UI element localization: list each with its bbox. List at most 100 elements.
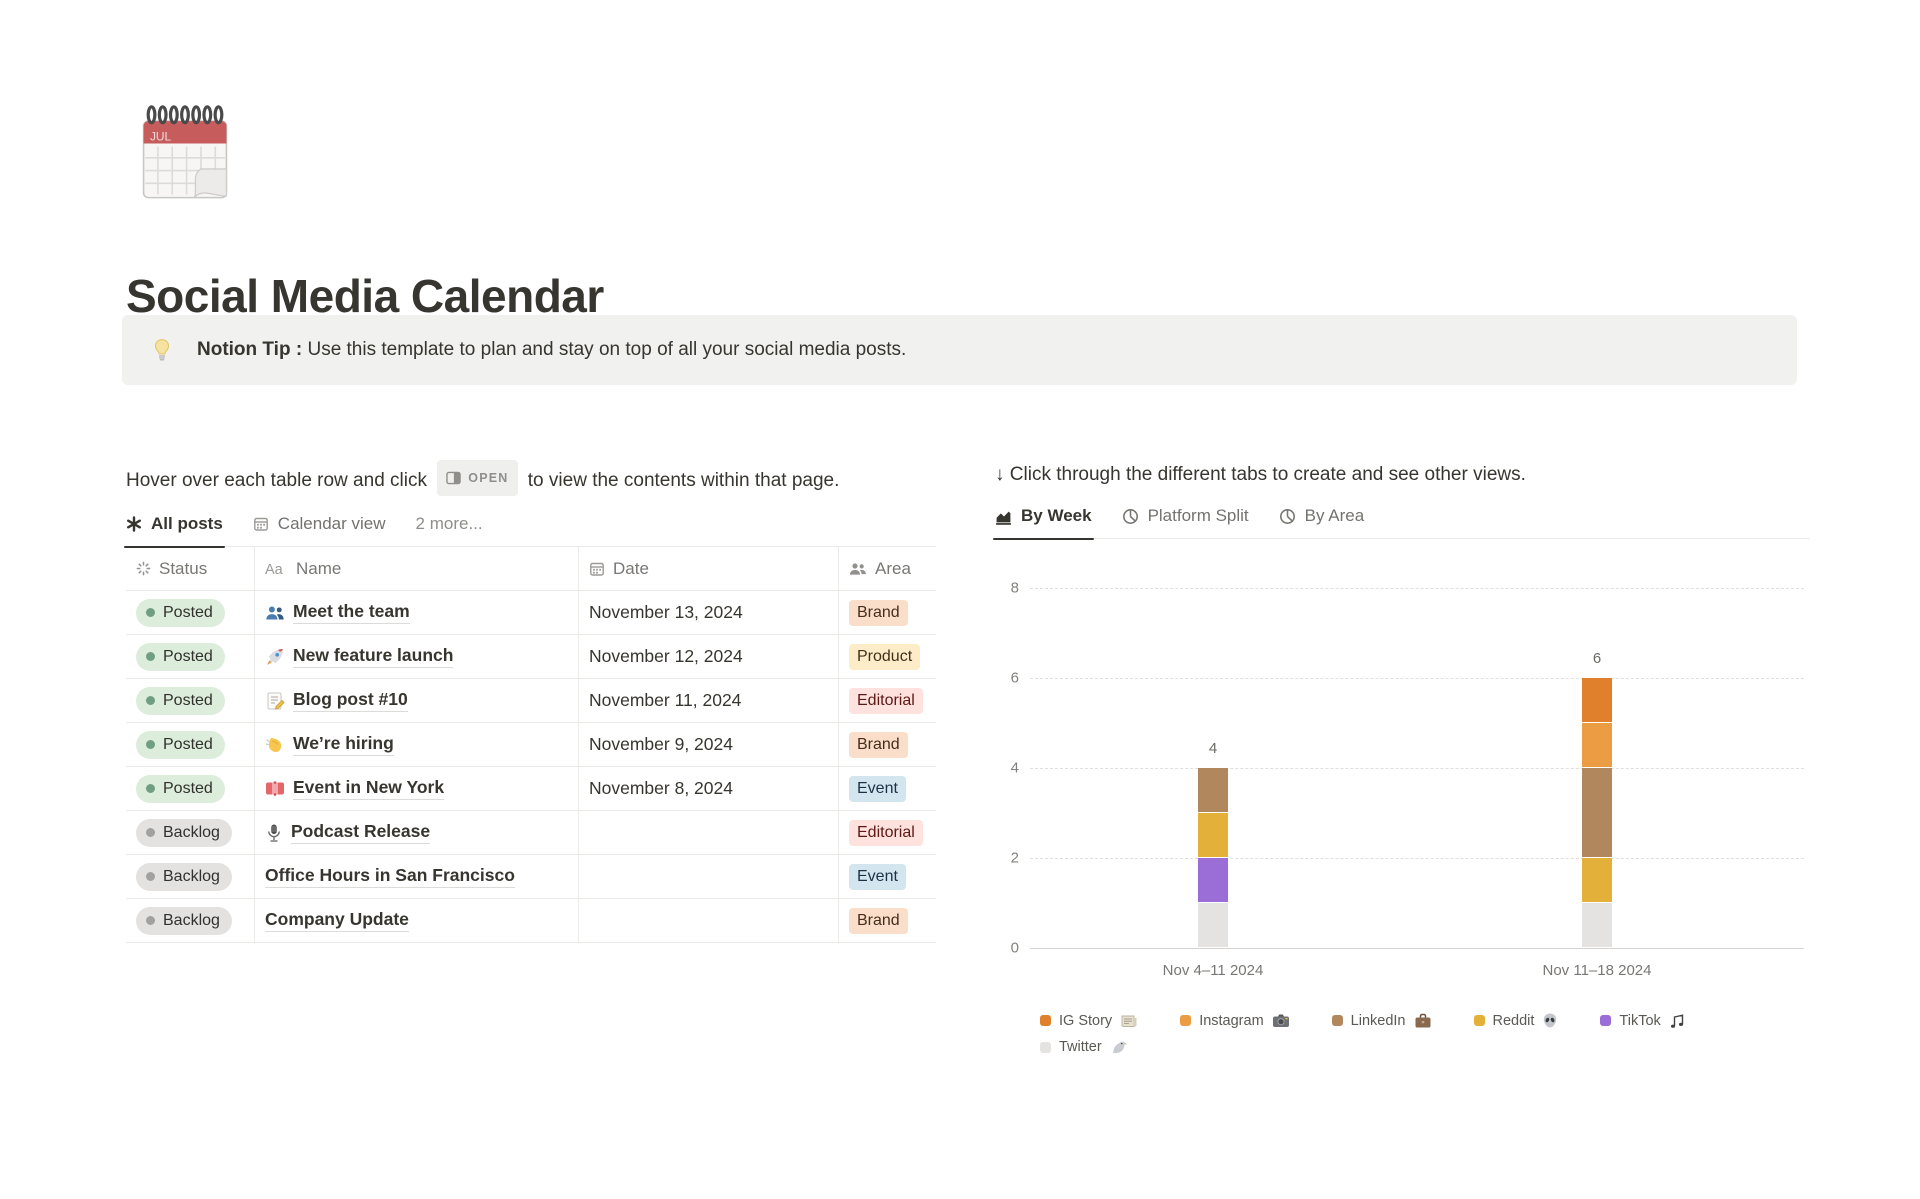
tab-all-posts[interactable]: All posts <box>124 514 225 548</box>
name-cell[interactable]: New feature launch <box>254 635 578 678</box>
area-cell[interactable]: Event <box>838 855 936 898</box>
legend-swatch <box>1473 1015 1485 1026</box>
tab-by-area[interactable]: By Area <box>1279 506 1364 526</box>
area-cell[interactable]: Editorial <box>838 679 936 722</box>
name-cell[interactable]: Podcast Release <box>254 811 578 854</box>
x-axis-label: Nov 11–18 2024 <box>1542 962 1652 979</box>
legend-item-ig-story[interactable]: IG Story <box>1040 1012 1138 1029</box>
status-cell[interactable]: Posted <box>126 723 254 766</box>
page-link[interactable]: New feature launch <box>293 645 454 668</box>
date-cell[interactable]: November 11, 2024 <box>578 679 838 722</box>
page-link[interactable]: We’re hiring <box>293 733 394 756</box>
status-cell[interactable]: Posted <box>126 767 254 810</box>
area-cell[interactable]: Brand <box>838 899 936 942</box>
area-cell[interactable]: Brand <box>838 723 936 766</box>
name-cell[interactable]: Event in New York <box>254 767 578 810</box>
date-cell[interactable]: November 12, 2024 <box>578 635 838 678</box>
area-cell[interactable]: Event <box>838 767 936 810</box>
open-button[interactable]: OPEN <box>437 460 518 496</box>
tab-platform-split[interactable]: Platform Split <box>1122 506 1249 526</box>
chart-legend: IG Story Instagram LinkedIn Reddit TikTok Twi… <box>1040 1012 1770 1055</box>
tab-2-more[interactable]: 2 more... <box>416 514 483 534</box>
page-link[interactable]: Event in New York <box>293 777 445 800</box>
area-tag: Brand <box>849 907 908 934</box>
page-icon-calendar[interactable]: JUL <box>134 102 236 204</box>
table-row[interactable]: Posted Blog post #10 November 11, 2024 Edit… <box>126 679 936 723</box>
y-axis-tick: 0 <box>1010 939 1019 957</box>
page-link[interactable]: Company Update <box>265 909 409 932</box>
table-row[interactable]: Posted New feature launch November 12, 202… <box>126 635 936 679</box>
page-link[interactable]: Meet the team <box>293 601 410 624</box>
column-header-area[interactable]: Area <box>838 547 936 590</box>
status-label: Posted <box>163 735 213 753</box>
calendar-icon <box>589 561 605 577</box>
name-cell[interactable]: Blog post #10 <box>254 679 578 722</box>
table-row[interactable]: Backlog Podcast Release Editorial <box>126 811 936 855</box>
name-cell[interactable]: We’re hiring <box>254 723 578 766</box>
table-row[interactable]: Posted We’re hiring November 9, 2024 Brand <box>126 723 936 767</box>
status-cell[interactable]: Posted <box>126 635 254 678</box>
status-dot <box>146 784 155 793</box>
svg-text:Aa: Aa <box>265 562 284 577</box>
date-cell[interactable] <box>578 899 838 942</box>
bulb-icon <box>149 337 175 363</box>
date-cell[interactable] <box>578 811 838 854</box>
name-cell[interactable]: Office Hours in San Francisco <box>254 855 578 898</box>
area-tag: Editorial <box>849 819 923 846</box>
table-row[interactable]: Posted Meet the team November 13, 2024 Bran… <box>126 591 936 635</box>
date-cell[interactable]: November 8, 2024 <box>578 767 838 810</box>
column-label: Status <box>159 558 208 578</box>
bar-segment-linkedin <box>1582 768 1612 857</box>
area-tag: Brand <box>849 599 908 626</box>
x-axis-label: Nov 4–11 2024 <box>1162 962 1264 979</box>
area-cell[interactable]: Editorial <box>838 811 936 854</box>
status-label: Posted <box>163 779 213 797</box>
page-link[interactable]: Office Hours in San Francisco <box>265 865 515 888</box>
page-link[interactable]: Blog post #10 <box>293 689 408 712</box>
legend-item-reddit[interactable]: Reddit <box>1473 1012 1559 1029</box>
status-cell[interactable]: Backlog <box>126 855 254 898</box>
tab-calendar-view[interactable]: Calendar view <box>253 514 386 534</box>
name-cell[interactable]: Company Update <box>254 899 578 942</box>
table-row[interactable]: Backlog Company Update Brand <box>126 899 936 943</box>
column-header-name[interactable]: Aa Name <box>254 547 578 590</box>
area-tag: Product <box>849 643 921 670</box>
status-cell[interactable]: Backlog <box>126 899 254 942</box>
legend-item-linkedin[interactable]: LinkedIn <box>1331 1012 1432 1029</box>
status-cell[interactable]: Posted <box>126 679 254 722</box>
legend-item-twitter[interactable]: Twitter <box>1040 1039 1127 1055</box>
memo-icon <box>265 691 285 711</box>
status-badge: Posted <box>136 686 225 715</box>
tab-label: Platform Split <box>1147 506 1249 525</box>
area-cell[interactable]: Product <box>838 635 936 678</box>
legend-item-tiktok[interactable]: TikTok <box>1600 1012 1684 1029</box>
status-badge: Backlog <box>136 862 232 891</box>
name-cell[interactable]: Meet the team <box>254 591 578 634</box>
legend-label: Reddit <box>1492 1012 1535 1029</box>
status-dot <box>146 828 155 837</box>
status-dot <box>146 740 155 749</box>
column-header-date[interactable]: Date <box>578 547 838 590</box>
table-row[interactable]: Posted Event in New York November 8, 2024 E… <box>126 767 936 811</box>
column-header-status[interactable]: Status <box>126 547 254 590</box>
date-cell[interactable] <box>578 855 838 898</box>
status-badge: Posted <box>136 598 225 627</box>
tab-by-week[interactable]: By Week <box>993 506 1094 540</box>
tab-label: Calendar view <box>277 514 386 533</box>
table-view-icon <box>126 516 142 532</box>
table-body: Posted Meet the team November 13, 2024 Bran… <box>126 591 936 943</box>
status-cell[interactable]: Backlog <box>126 811 254 854</box>
stacked-bar-chart: 8 6 4 2 0 4 Nov 4–11 2024 6 Nov 11–18 2024 IG Sto… <box>995 570 1810 1130</box>
page-link[interactable]: Podcast Release <box>291 821 431 844</box>
area-cell[interactable]: Brand <box>838 591 936 634</box>
legend-swatch <box>1600 1015 1612 1026</box>
status-badge: Posted <box>136 730 225 759</box>
date-cell[interactable]: November 13, 2024 <box>578 591 838 634</box>
newspaper-icon <box>1120 1013 1138 1029</box>
bar-total-label: 6 <box>1592 650 1602 667</box>
date-cell[interactable]: November 9, 2024 <box>578 723 838 766</box>
legend-item-instagram[interactable]: Instagram <box>1180 1012 1289 1029</box>
status-cell[interactable]: Posted <box>126 591 254 634</box>
table-row[interactable]: Backlog Office Hours in San Francisco Even… <box>126 855 936 899</box>
